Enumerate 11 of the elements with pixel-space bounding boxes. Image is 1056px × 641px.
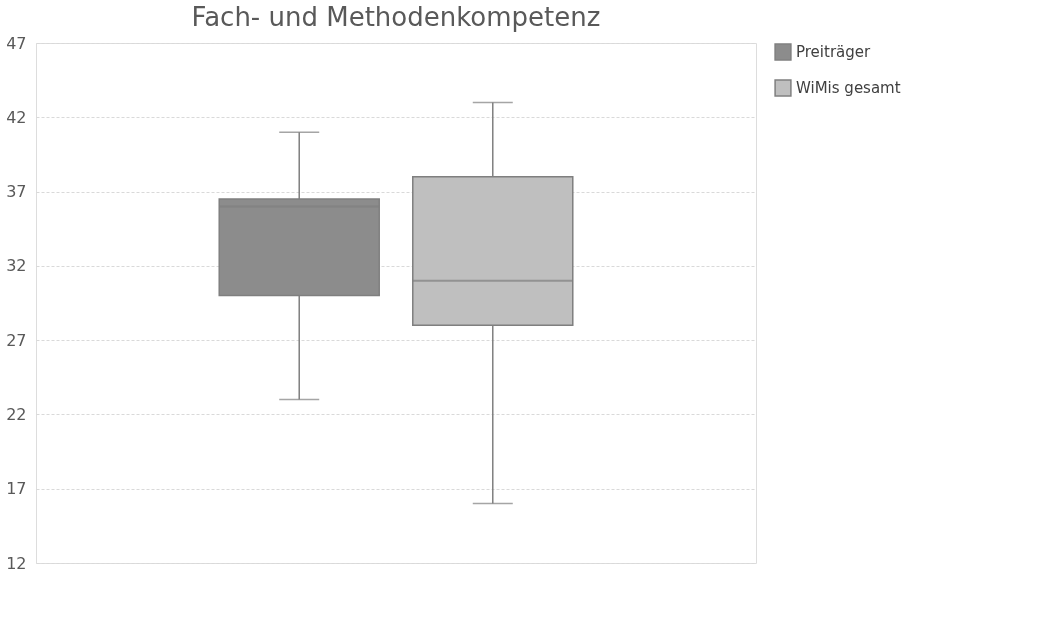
y-tick-label: 17: [6, 479, 27, 499]
y-tick-label: 37: [6, 182, 27, 202]
y-tick-label: 47: [6, 33, 27, 53]
y-tick-label: 42: [6, 107, 27, 127]
y-tick-label: 22: [6, 404, 27, 424]
legend-label: Preiträger: [796, 43, 872, 61]
y-tick-label: 27: [6, 330, 27, 350]
chart-title: Fach- und Methodenkompetenz: [191, 2, 601, 32]
y-tick-label: 32: [6, 256, 27, 276]
y-tick-label: 12: [6, 553, 27, 573]
legend-label: WiMis gesamt: [796, 79, 901, 97]
